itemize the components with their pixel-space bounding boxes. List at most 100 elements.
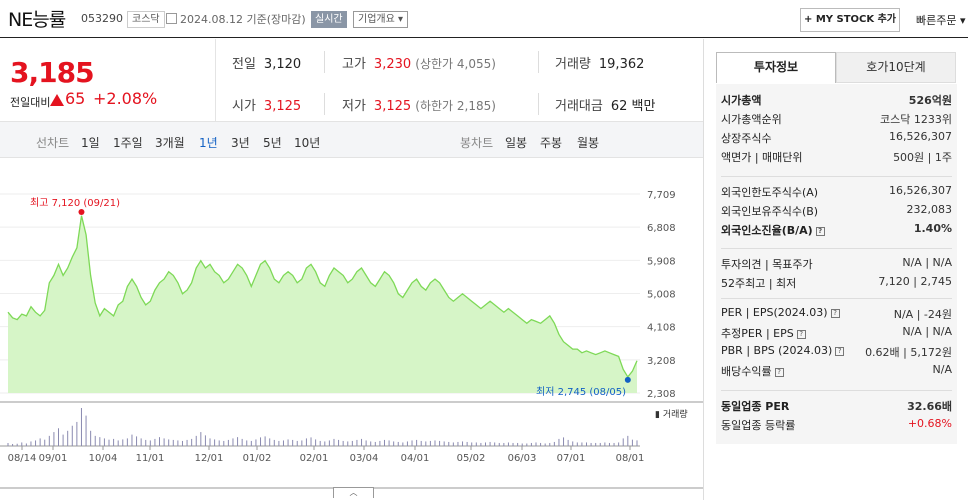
change-label: 전일대비 [10, 96, 51, 109]
info-row: 상장주식수 16,526,307 [721, 130, 952, 148]
price-chart-svg: 7,709 6,808 5,908 5,008 4,108 3,208 2,308 최고 7,… [0, 190, 703, 489]
add-mystock-button[interactable]: + MY STOCK 추가 [800, 8, 900, 32]
help-icon[interactable]: ? [796, 329, 806, 339]
x-tick-label: 07/01 [557, 453, 586, 464]
market-tag: 코스닥 [127, 11, 165, 28]
y-tick-label: 4,108 [647, 323, 676, 334]
info-divider [721, 390, 952, 391]
quick-order-button[interactable]: 빠른주문 ▾ [916, 14, 966, 27]
invest-info-table: 시가총액 526억원 시가총액순위 코스닥 1233위 상장주식수 16,526,307 액… [716, 84, 957, 444]
info-row-value: 1.40% [913, 222, 952, 235]
info-row: PBR | BPS (2024.03)? 0.62배 | 5,172원 [721, 344, 952, 362]
price-area-fill [8, 215, 637, 393]
info-row-value: +0.68% [907, 417, 952, 430]
info-row-value: N/A | -24원 [893, 308, 952, 321]
realtime-button[interactable]: 실시간 [311, 11, 347, 28]
period-3y[interactable]: 3년 [231, 136, 250, 150]
change-value: 65 [65, 89, 86, 108]
info-row-value: 32.66배 [907, 400, 952, 413]
price-line [7, 215, 638, 379]
info-row: 배당수익률? N/A [721, 363, 952, 381]
period-3m[interactable]: 3개월 [155, 136, 185, 150]
help-icon[interactable]: ? [815, 226, 825, 236]
info-row-value: N/A | N/A [902, 256, 952, 269]
x-tick-label: 04/01 [401, 453, 430, 464]
x-tick-label: 05/02 [457, 453, 486, 464]
tab-invest-info[interactable]: 투자정보 [716, 52, 836, 83]
trade-amount: 거래대금 62 백만 [555, 99, 656, 114]
info-row: 시가총액 526억원 [721, 92, 952, 110]
candle-weekly[interactable]: 주봉 [540, 136, 563, 150]
y-tick-label: 5,908 [647, 256, 676, 267]
info-row-value: 0.62배 | 5,172원 [865, 346, 952, 359]
info-row-value: 16,526,307 [889, 184, 952, 197]
info-row-key: 추정PER | EPS? [721, 325, 806, 341]
change-percent: +2.08% [93, 89, 158, 108]
info-row-key: 시가총액순위 [721, 113, 782, 126]
collapse-chart-button[interactable]: ︿ [333, 487, 374, 498]
max-marker [78, 209, 85, 215]
x-tick-label: 12/01 [195, 453, 224, 464]
period-5y[interactable]: 5년 [263, 136, 282, 150]
info-row-value: 코스닥 1233위 [880, 113, 952, 126]
x-tick-label: 02/01 [300, 453, 329, 464]
y-tick-label: 7,709 [647, 190, 676, 201]
info-row-key: PER | EPS(2024.03)? [721, 306, 840, 319]
period-10y[interactable]: 10년 [294, 136, 321, 150]
info-row-key: 투자의견 | 목표주가 [721, 258, 813, 271]
current-price: 3,185 [10, 56, 95, 89]
help-icon[interactable]: ? [774, 367, 784, 377]
info-row: 외국인한도주식수(A) 16,526,307 [721, 184, 952, 202]
info-row-key: 동일업종 PER [721, 400, 790, 413]
candle-daily[interactable]: 일봉 [505, 136, 528, 150]
period-1w[interactable]: 1주일 [113, 136, 143, 150]
help-icon[interactable]: ? [835, 346, 845, 356]
candle-monthly[interactable]: 월봉 [577, 136, 600, 150]
x-tick-label: 08/14 [8, 453, 37, 464]
info-divider [721, 298, 952, 299]
x-tick-label: 08/01 [616, 453, 645, 464]
info-row-value: 232,083 [906, 203, 953, 216]
info-row-key: PBR | BPS (2024.03)? [721, 344, 845, 357]
min-label: 최저 2,745 (08/05) [536, 386, 626, 398]
info-row-value: 7,120 | 2,745 [878, 275, 952, 288]
period-1y[interactable]: 1년 [199, 136, 218, 150]
info-row: PER | EPS(2024.03)? N/A | -24원 [721, 306, 952, 324]
info-row-value: 500원 | 1주 [893, 151, 952, 164]
company-overview-button[interactable]: 기업개요 ▾ [353, 11, 409, 28]
x-tick-label: 10/04 [89, 453, 118, 464]
tab-orderbook[interactable]: 호가10단계 [836, 52, 956, 83]
help-icon[interactable]: ? [830, 308, 840, 318]
info-row-key: 52주최고 | 최저 [721, 277, 797, 290]
volume-legend: ▮ 거래량 [655, 408, 688, 420]
low-price: 저가 3,125 (하한가 2,185) [342, 99, 496, 114]
stock-name: NE능률 [8, 9, 66, 31]
info-row: 외국인보유주식수(B) 232,083 [721, 203, 952, 221]
y-tick-label: 5,008 [647, 290, 676, 301]
info-row: 동일업종 등락률 +0.68% [721, 417, 952, 435]
info-divider [721, 176, 952, 177]
stock-code: 053290 [81, 12, 123, 25]
chart-period-bar: 선차트 1일 1주일 3개월 1년 3년 5년 10년 봉차트 일봉 주봉 월봉 [0, 121, 703, 158]
price-summary: 전일 3,120 고가 3,230 (상한가 4,055) 거래량 19,362 시가… [216, 39, 702, 121]
volume: 거래량 19,362 [555, 57, 645, 72]
price-panel: 3,185 전일대비 65 +2.08% [0, 39, 216, 121]
prev-close: 전일 3,120 [232, 57, 302, 72]
basis-date: 2024.08.12 기준(장마감) [180, 13, 306, 26]
info-row-key: 동일업종 등락률 [721, 419, 796, 432]
x-tick-label: 03/04 [350, 453, 379, 464]
info-row: 투자의견 | 목표주가 N/A | N/A [721, 256, 952, 274]
x-tick-label: 06/03 [508, 453, 537, 464]
x-tick-label: 11/01 [136, 453, 165, 464]
stock-header: NE능률 053290 코스닥 2024.08.12 기준(장마감) 실시간 기… [0, 0, 968, 38]
info-row: 추정PER | EPS? N/A | N/A [721, 325, 952, 343]
info-divider [721, 248, 952, 249]
info-row: 52주최고 | 최저 7,120 | 2,745 [721, 275, 952, 293]
info-row-value: 16,526,307 [889, 130, 952, 143]
y-tick-label: 2,308 [647, 389, 676, 400]
candle-chart-label: 봉차트 [460, 136, 494, 150]
period-1d[interactable]: 1일 [81, 136, 100, 150]
open-price: 시가 3,125 [232, 99, 302, 114]
y-tick-label: 3,208 [647, 356, 676, 367]
